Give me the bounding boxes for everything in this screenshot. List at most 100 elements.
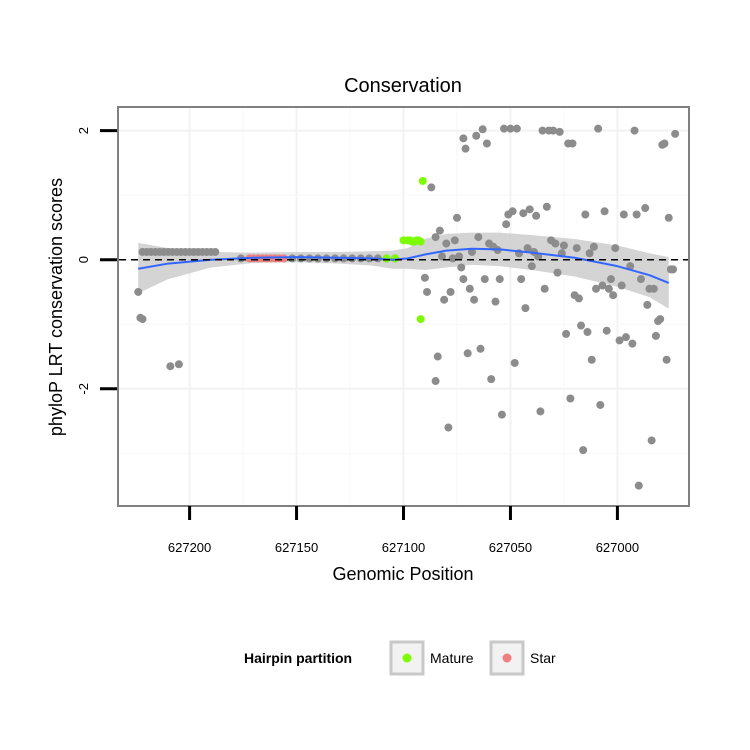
other-point bbox=[444, 423, 453, 432]
other-point bbox=[641, 204, 650, 213]
other-point bbox=[662, 355, 671, 364]
other-point bbox=[519, 209, 528, 218]
other-point bbox=[463, 349, 472, 358]
other-point bbox=[617, 281, 626, 290]
other-point bbox=[495, 275, 504, 284]
other-point bbox=[619, 210, 628, 219]
other-point bbox=[585, 249, 594, 258]
mature-point bbox=[416, 315, 425, 324]
other-point bbox=[527, 262, 536, 271]
other-point bbox=[512, 124, 521, 133]
other-point bbox=[431, 233, 440, 242]
other-point bbox=[664, 213, 673, 222]
other-point bbox=[583, 327, 592, 336]
other-point bbox=[521, 304, 530, 313]
other-point bbox=[559, 241, 568, 250]
other-point bbox=[542, 202, 551, 211]
other-point bbox=[431, 377, 440, 386]
other-point bbox=[611, 244, 620, 253]
other-point bbox=[510, 358, 519, 367]
other-point bbox=[442, 239, 451, 248]
y-axis: 2 0 -2 bbox=[76, 127, 117, 395]
other-point bbox=[581, 210, 590, 219]
mature-point bbox=[416, 237, 425, 246]
other-point bbox=[647, 436, 656, 445]
other-point bbox=[615, 336, 624, 345]
data-points bbox=[134, 124, 680, 490]
legend-swatch-star bbox=[502, 653, 512, 663]
legend: Hairpin partition Mature Star bbox=[244, 640, 556, 676]
other-point bbox=[446, 287, 455, 296]
other-point bbox=[465, 284, 474, 293]
other-point bbox=[651, 331, 660, 340]
x-tick-label: 627200 bbox=[168, 540, 211, 555]
other-point bbox=[536, 407, 545, 416]
other-point bbox=[600, 207, 609, 216]
other-point bbox=[296, 254, 305, 263]
other-point bbox=[438, 252, 447, 261]
other-point bbox=[592, 284, 601, 293]
other-point bbox=[476, 344, 485, 353]
other-point bbox=[628, 339, 637, 348]
other-point bbox=[594, 124, 603, 133]
other-point bbox=[566, 394, 575, 403]
other-point bbox=[472, 131, 481, 140]
other-point bbox=[517, 275, 526, 284]
other-point bbox=[549, 126, 558, 135]
other-point bbox=[502, 220, 511, 229]
other-point bbox=[459, 275, 468, 284]
other-point bbox=[420, 273, 429, 282]
y-axis-title: phyloP LRT conservation scores bbox=[46, 178, 66, 436]
x-tick-label: 627150 bbox=[275, 540, 318, 555]
other-point bbox=[602, 326, 611, 335]
other-point bbox=[551, 239, 560, 248]
other-point bbox=[555, 127, 564, 136]
other-point bbox=[621, 333, 630, 342]
star-point bbox=[279, 254, 288, 263]
other-point bbox=[538, 126, 547, 135]
other-point bbox=[440, 295, 449, 304]
chart-title: Conservation bbox=[344, 75, 462, 97]
other-point bbox=[166, 362, 175, 371]
legend-label-mature: Mature bbox=[430, 650, 474, 666]
plot-panel bbox=[117, 106, 690, 507]
other-point bbox=[525, 205, 534, 214]
legend-swatch-mature bbox=[402, 653, 412, 663]
other-point bbox=[660, 139, 669, 148]
other-point bbox=[134, 287, 143, 296]
other-point bbox=[532, 211, 541, 220]
other-point bbox=[649, 284, 658, 293]
other-point bbox=[461, 144, 470, 153]
other-point bbox=[450, 236, 459, 245]
other-point bbox=[568, 139, 577, 148]
other-point bbox=[474, 233, 483, 242]
mature-point bbox=[418, 176, 427, 185]
y-tick-label: 2 bbox=[76, 127, 91, 134]
other-point bbox=[211, 247, 220, 256]
other-point bbox=[634, 481, 643, 490]
other-point bbox=[457, 263, 466, 272]
other-point bbox=[636, 275, 645, 284]
other-point bbox=[609, 291, 618, 300]
other-point bbox=[656, 315, 665, 324]
legend-label-star: Star bbox=[530, 650, 556, 666]
other-point bbox=[508, 207, 517, 216]
other-point bbox=[500, 124, 509, 133]
other-point bbox=[288, 254, 297, 263]
other-point bbox=[467, 247, 476, 256]
other-point bbox=[491, 297, 500, 306]
x-tick-label: 627100 bbox=[382, 540, 425, 555]
other-point bbox=[523, 244, 532, 253]
other-point bbox=[470, 295, 479, 304]
other-point bbox=[606, 275, 615, 284]
other-point bbox=[305, 254, 314, 263]
x-axis-title: Genomic Position bbox=[332, 564, 473, 584]
other-point bbox=[587, 355, 596, 364]
other-point bbox=[138, 315, 147, 324]
y-tick-label: 0 bbox=[76, 256, 91, 263]
other-point bbox=[671, 129, 680, 138]
other-point bbox=[669, 265, 678, 274]
other-point bbox=[562, 329, 571, 338]
other-point bbox=[574, 294, 583, 303]
